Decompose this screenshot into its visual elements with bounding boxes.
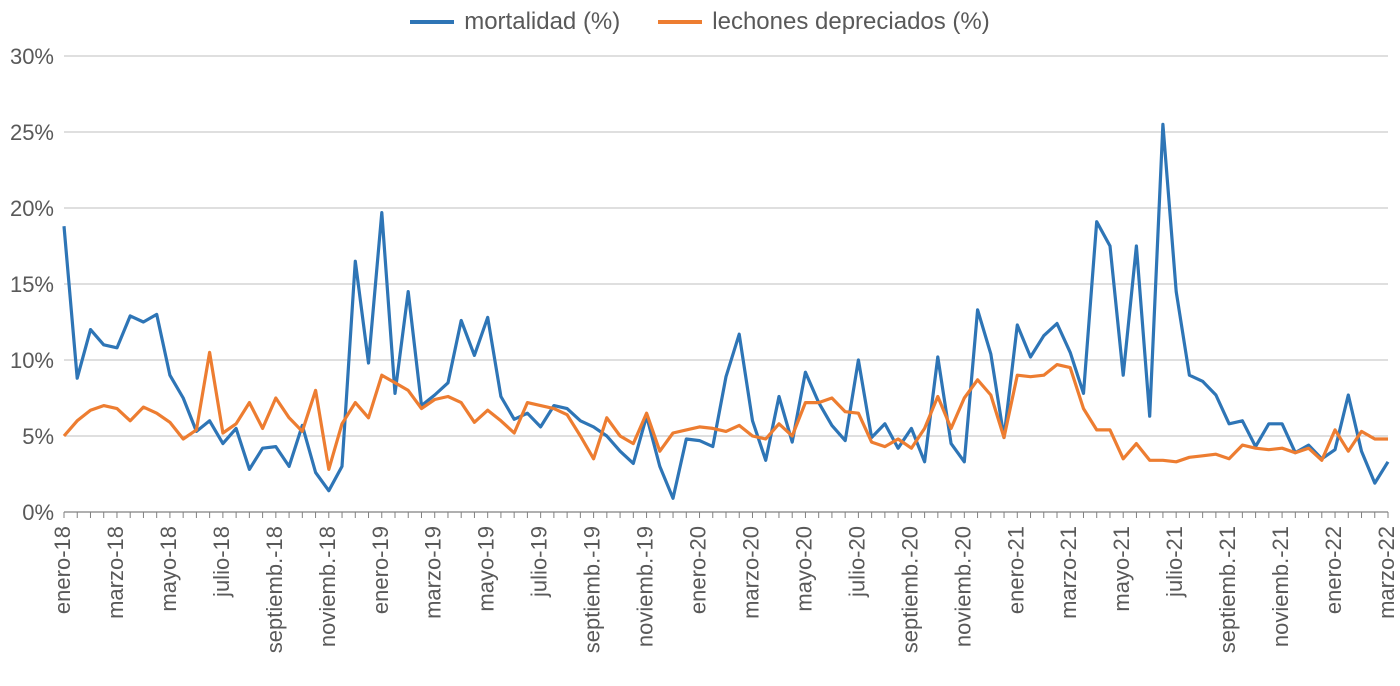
legend-label: lechones depreciados (%) <box>712 8 990 36</box>
chart-svg: 0% 5% 10% 15% 20% 25% 30% enero-18 marzo-18 mayo-… <box>0 0 1400 686</box>
svg-text:25%: 25% <box>10 120 54 145</box>
svg-text:marzo-19: marzo-19 <box>421 526 446 619</box>
svg-text:julio-20: julio-20 <box>844 526 869 598</box>
svg-text:julio-19: julio-19 <box>527 526 552 598</box>
svg-text:mayo-18: mayo-18 <box>156 526 181 612</box>
svg-text:mayo-20: mayo-20 <box>791 526 816 612</box>
svg-text:noviemb.-20: noviemb.-20 <box>950 526 975 647</box>
svg-text:20%: 20% <box>10 196 54 221</box>
svg-text:julio-18: julio-18 <box>209 526 234 598</box>
svg-text:30%: 30% <box>10 44 54 69</box>
svg-text:noviemb.-19: noviemb.-19 <box>633 526 658 647</box>
svg-text:enero-19: enero-19 <box>368 526 393 614</box>
svg-text:julio-21: julio-21 <box>1162 526 1187 598</box>
legend-item-lechones: lechones depreciados (%) <box>658 8 990 36</box>
legend-item-mortalidad: mortalidad (%) <box>410 8 620 36</box>
svg-text:marzo-20: marzo-20 <box>738 526 763 619</box>
svg-text:0%: 0% <box>22 500 54 525</box>
svg-text:septiemb.-19: septiemb.-19 <box>580 526 605 653</box>
svg-text:enero-21: enero-21 <box>1003 526 1028 614</box>
svg-text:septiemb.-20: septiemb.-20 <box>897 526 922 653</box>
legend-swatch <box>658 20 702 24</box>
svg-text:noviemb.-18: noviemb.-18 <box>315 526 340 647</box>
legend: mortalidad (%) lechones depreciados (%) <box>0 8 1400 36</box>
svg-text:enero-20: enero-20 <box>686 526 711 614</box>
svg-text:5%: 5% <box>22 424 54 449</box>
svg-text:mayo-19: mayo-19 <box>474 526 499 612</box>
svg-text:mayo-21: mayo-21 <box>1109 526 1134 612</box>
svg-text:septiemb.-18: septiemb.-18 <box>262 526 287 653</box>
svg-text:noviemb.-21: noviemb.-21 <box>1268 526 1293 647</box>
svg-text:marzo-22: marzo-22 <box>1374 526 1399 619</box>
legend-label: mortalidad (%) <box>464 8 620 36</box>
line-chart: mortalidad (%) lechones depreciados (%) … <box>0 0 1400 686</box>
svg-text:septiemb.-21: septiemb.-21 <box>1215 526 1240 653</box>
svg-text:15%: 15% <box>10 272 54 297</box>
svg-text:enero-18: enero-18 <box>50 526 75 614</box>
svg-text:enero-22: enero-22 <box>1321 526 1346 614</box>
legend-swatch <box>410 20 454 24</box>
svg-text:10%: 10% <box>10 348 54 373</box>
svg-text:marzo-18: marzo-18 <box>103 526 128 619</box>
svg-text:marzo-21: marzo-21 <box>1056 526 1081 619</box>
